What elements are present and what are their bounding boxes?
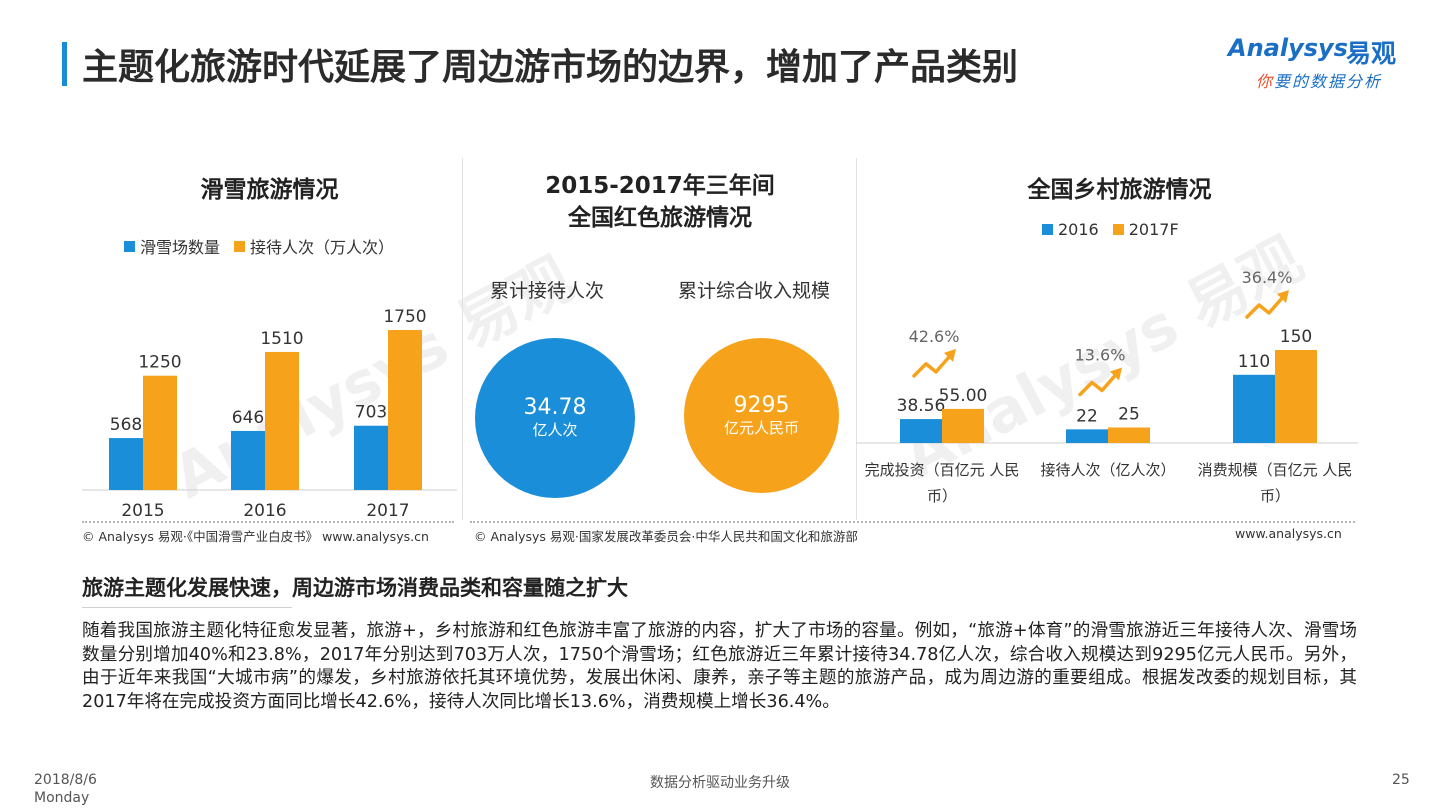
growth-arrow-icon	[1245, 290, 1289, 319]
footer-date-text: 2018/8/6	[34, 772, 97, 788]
legend-item: 滑雪场数量	[124, 234, 220, 258]
ski-chart-title: 滑雪旅游情况	[200, 177, 339, 203]
ski-legend: 滑雪场数量 接待人次（万人次）	[124, 234, 408, 258]
rural-source: www.analysys.cn	[1235, 526, 1342, 541]
revenue-unit: 亿元人民币	[723, 418, 799, 437]
data-label: 38.56	[897, 396, 946, 416]
revenue-value: 9295	[733, 392, 790, 418]
footer-weekday: Monday	[34, 790, 90, 806]
tick-label: 币）	[927, 487, 957, 505]
ski-source: © Analysys 易观·《中国滑雪产业白皮书》 www.analysys.c…	[82, 529, 429, 544]
growth-arrow-line	[1078, 372, 1118, 397]
bar	[1108, 427, 1150, 443]
data-label: 110	[1238, 352, 1270, 372]
bar	[231, 430, 265, 490]
tick-label: 2016	[243, 501, 286, 521]
analysys-logo: Analysys 易观 你要的数据分析	[1228, 34, 1418, 94]
growth-arrow-line	[912, 354, 952, 378]
legend-item: 2017F	[1112, 220, 1179, 239]
revenue-circle: 9295 亿元人民币	[684, 338, 839, 493]
bar	[942, 408, 984, 443]
tick-label: 2015	[121, 501, 164, 521]
data-label: 150	[1280, 327, 1312, 347]
panel-divider	[856, 158, 857, 520]
tick-label: 2017	[366, 501, 409, 521]
data-label: 1510	[260, 329, 303, 349]
bar	[354, 425, 388, 490]
legend-swatch	[124, 240, 135, 252]
ski-bar-chart: 568 1250 2015 646 1510 2016 703 1750 2017	[82, 307, 457, 521]
source-divider	[82, 521, 454, 523]
data-label: 1750	[383, 307, 426, 327]
summary-heading: 旅游主题化发展快速，周边游市场消费品类和容量随之扩大	[82, 576, 628, 600]
bar	[109, 438, 143, 490]
red-title-line: 全国红色旅游情况	[568, 205, 752, 231]
data-label: 646	[232, 408, 264, 428]
growth-arrow-head	[1277, 290, 1289, 303]
tick-label: 接待人次（亿人次）	[1040, 461, 1175, 479]
rural-chart-title: 全国乡村旅游情况	[1027, 177, 1212, 203]
legend-swatch	[1112, 224, 1124, 235]
tick-label: 完成投资（百亿元 人民	[865, 461, 1020, 479]
data-label: 55.00	[939, 386, 988, 406]
bar	[265, 351, 299, 490]
data-label: 22	[1076, 406, 1098, 426]
page-number: 25	[1392, 772, 1410, 788]
logo-text-cn: 易观	[1346, 39, 1397, 68]
data-label: 25	[1118, 405, 1140, 425]
data-label: 568	[110, 415, 142, 435]
panel-divider	[462, 158, 463, 520]
tick-label: 币）	[1260, 487, 1290, 505]
growth-label: 13.6%	[1075, 346, 1126, 365]
summary-underline	[82, 607, 292, 608]
growth-arrow-head	[1110, 367, 1122, 381]
red-title-line: 2015-2017年三年间	[545, 173, 775, 199]
bar	[1066, 429, 1108, 443]
red-source: © Analysys 易观·国家发展改革委员会·中华人民共和国文化和旅游部	[474, 529, 858, 544]
bar	[143, 375, 177, 490]
growth-arrow-line	[1245, 295, 1285, 319]
legend-item: 2016	[1042, 220, 1099, 239]
data-label: 1250	[138, 353, 181, 373]
growth-arrow-icon	[912, 348, 956, 378]
legend-label: 2016	[1058, 220, 1099, 239]
bar	[388, 330, 422, 490]
title-accent-bar	[62, 42, 67, 86]
visitors-circle: 34.78 亿人次	[475, 338, 635, 498]
metric-label-visitors: 累计接待人次	[490, 280, 605, 302]
bar	[1275, 350, 1317, 443]
legend-swatch	[234, 240, 246, 252]
bar	[900, 419, 942, 443]
visitors-unit: 亿人次	[532, 421, 578, 440]
legend-label: 滑雪场数量	[140, 238, 221, 257]
growth-arrow-icon	[1078, 367, 1122, 397]
legend-swatch	[1042, 224, 1053, 235]
metric-label-revenue: 累计综合收入规模	[678, 280, 831, 302]
tick-label: 消费规模（百亿元 人民	[1198, 461, 1353, 479]
growth-label: 36.4%	[1242, 270, 1293, 287]
source-divider	[470, 521, 1355, 523]
growth-label: 42.6%	[909, 327, 960, 346]
rural-legend: 2016 2017F	[1042, 220, 1193, 239]
legend-item: 接待人次（万人次）	[234, 234, 394, 258]
logo-slogan: 你要的数据分析	[1256, 72, 1383, 91]
page-title: 主题化旅游时代延展了周边游市场的边界，增加了产品类别	[82, 47, 1019, 88]
legend-label: 2017F	[1128, 220, 1179, 239]
footer-date: 2018/8/6 Monday	[34, 771, 97, 807]
growth-arrow-head	[944, 348, 956, 362]
visitors-value: 34.78	[523, 395, 587, 421]
red-tourism-title: 2015-2017年三年间 全国红色旅游情况	[470, 170, 850, 234]
legend-label: 接待人次（万人次）	[250, 238, 395, 257]
footer-center: 数据分析驱动业务升级	[650, 775, 790, 791]
data-label: 703	[355, 403, 387, 423]
summary-body: 随着我国旅游主题化特征愈发显著，旅游+，乡村旅游和红色旅游丰富了旅游的内容，扩大…	[82, 621, 1357, 712]
bar	[1233, 374, 1275, 443]
logo-text-en: Analysys	[1228, 34, 1348, 62]
